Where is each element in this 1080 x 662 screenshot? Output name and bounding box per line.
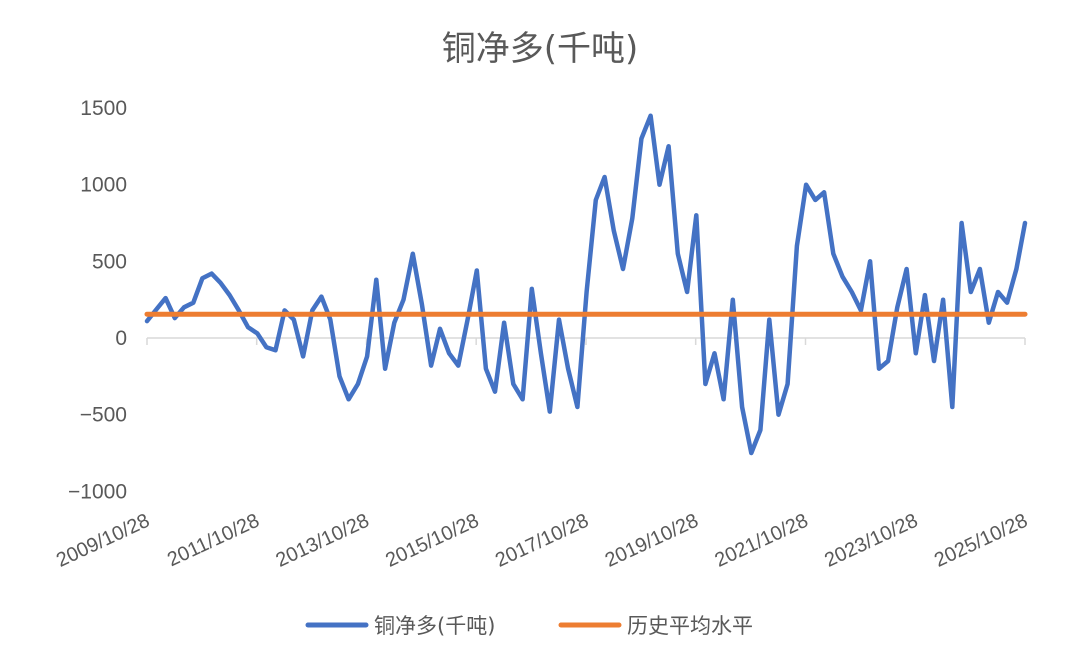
y-axis: 1500 1000 500 0 −500 −1000 [68, 97, 127, 503]
x-tick-label: 2015/10/28 [382, 510, 482, 572]
legend-label-2: 历史平均水平 [627, 614, 753, 638]
x-tick-label: 2021/10/28 [712, 510, 812, 572]
legend: 铜净多(千吨) 历史平均水平 [305, 614, 753, 638]
y-tick-label: 500 [92, 250, 127, 273]
x-tick-label: 2017/10/28 [492, 510, 592, 572]
y-tick-label: −500 [80, 404, 127, 427]
legend-label-1: 铜净多(千吨) [374, 614, 495, 638]
x-tick-label: 2011/10/28 [164, 510, 263, 572]
x-tick-label: 2025/10/28 [931, 510, 1031, 572]
x-tick-label: 2019/10/28 [602, 510, 702, 572]
y-tick-label: −1000 [68, 480, 127, 503]
y-tick-label: 1000 [80, 174, 127, 197]
x-tick-label: 2009/10/28 [53, 510, 153, 572]
x-tick-label: 2013/10/28 [273, 510, 373, 572]
chart-title: 铜净多(千吨) [442, 29, 639, 69]
x-tick-label: 2023/10/28 [821, 510, 921, 572]
y-tick-label: 0 [115, 327, 127, 350]
plot-area [144, 113, 1028, 456]
y-tick-label: 1500 [80, 97, 127, 120]
series-line-1 [144, 113, 1028, 456]
